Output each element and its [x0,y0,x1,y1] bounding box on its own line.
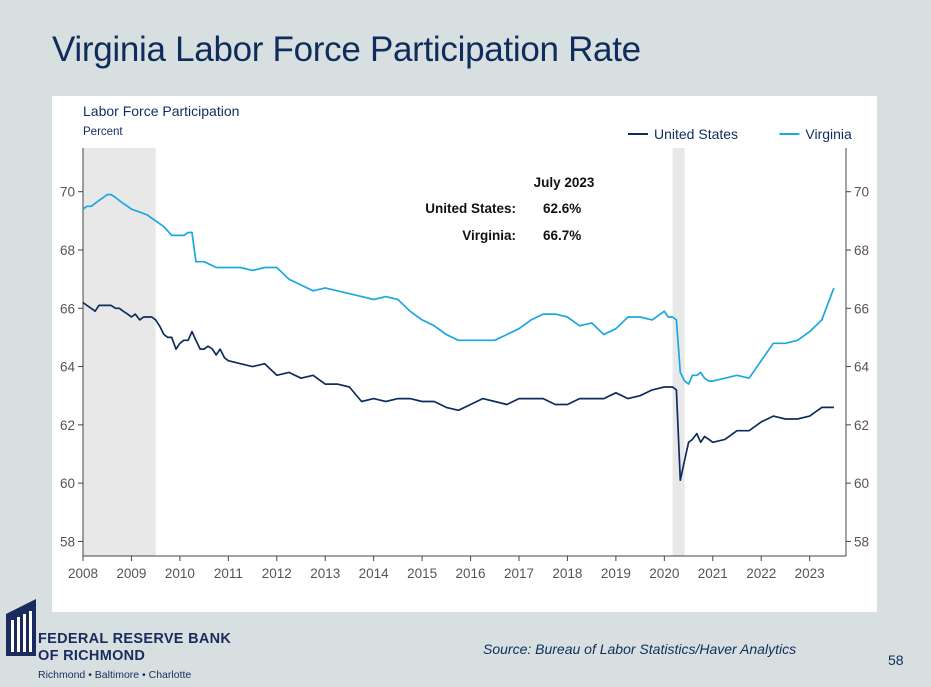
legend: United States Virginia [628,126,852,142]
federal-reserve-logo-icon [6,599,36,656]
x-tick-label: 2011 [214,566,243,581]
y-tick-label-left: 62 [60,418,75,433]
chart-panel: Labor Force Participation Percent 58 58 60… [52,96,877,612]
y-tick-label-left: 68 [60,243,75,258]
series-lines [82,193,835,482]
annotation-label: Virginia: [462,228,516,243]
y-tick-label-right: 60 [854,476,869,491]
chart-subtitle: Percent [83,126,123,138]
x-tick-label: 2013 [310,566,340,581]
annotation-label: United States: [425,201,516,216]
logo-line-1: FEDERAL RESERVE BANK [38,631,232,647]
x-tick-label: 2015 [407,566,437,581]
annotation-title: July 2023 [534,175,595,190]
y-tick-label-right: 70 [854,185,869,200]
x-tick-label: 2019 [601,566,631,581]
y-tick-label-left: 58 [60,534,75,549]
slide-title: Virginia Labor Force Participation Rate [52,30,641,69]
x-tick-label: 2021 [698,566,728,581]
logo-line-2: OF RICHMOND [38,648,146,664]
legend-label: United States [654,126,738,142]
series-line-united-states [82,301,834,482]
annotation-value: 62.6% [543,201,581,216]
recession-band [83,148,156,556]
x-tick-label: 2014 [359,566,390,581]
page-number: 58 [888,652,904,668]
x-tick-label: 2018 [552,566,582,581]
x-tick-label: 2020 [649,566,679,581]
annotation-value: 66.7% [543,228,581,243]
y-tick-label-right: 68 [854,243,869,258]
chart-title: Labor Force Participation [83,103,239,119]
y-tick-label-right: 66 [854,301,869,316]
source-note: Source: Bureau of Labor Statistics/Haver… [483,641,797,657]
recession-shading [83,148,685,556]
y-tick-label-left: 60 [60,476,75,491]
x-tick-label: 2017 [504,566,534,581]
axes: 58 58 60 60 62 62 64 64 66 66 68 68 70 70 2008 2009 2010… [60,148,870,581]
line-chart: Labor Force Participation Percent 58 58 60… [60,103,870,581]
y-tick-label-right: 62 [854,418,869,433]
y-tick-label-right: 64 [854,360,870,375]
x-tick-label: 2023 [795,566,825,581]
y-tick-label-left: 70 [60,185,75,200]
logo-cities: Richmond • Baltimore • Charlotte [38,669,192,681]
legend-label: Virginia [805,126,852,142]
x-tick-label: 2009 [116,566,146,581]
x-tick-label: 2010 [165,566,195,581]
latest-values-annotation: July 2023 United States: 62.6% Virginia: 66.… [425,175,595,243]
x-tick-label: 2022 [746,566,776,581]
y-tick-label-right: 58 [854,534,869,549]
series-line-virginia [82,193,835,385]
x-tick-label: 2012 [262,566,292,581]
x-tick-label: 2008 [68,566,98,581]
y-tick-label-left: 66 [60,301,75,316]
x-tick-label: 2016 [456,566,486,581]
y-tick-label-left: 64 [60,360,76,375]
